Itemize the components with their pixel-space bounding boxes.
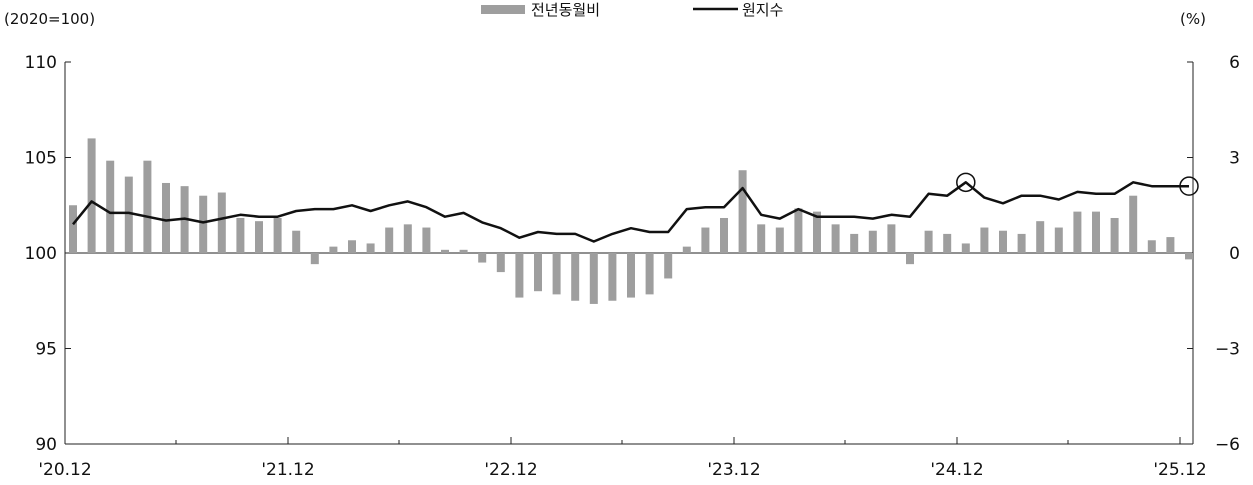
- left-tick-label: 100: [25, 244, 57, 264]
- bar: [87, 138, 96, 253]
- bar: [329, 246, 338, 253]
- bar: [608, 253, 617, 301]
- bar: [552, 253, 561, 295]
- line-series: [72, 181, 1189, 243]
- bar-series: [69, 138, 1193, 304]
- left-axis-ticks: 110 105 100 95 90: [25, 53, 71, 455]
- left-tick-label: 95: [35, 340, 57, 360]
- bar: [1110, 217, 1119, 253]
- bar: [1017, 233, 1026, 253]
- x-axis-ticks: '20.12 '21.12 '22.12 '23.12 '24.12 '25.12: [38, 437, 1207, 480]
- bar: [106, 160, 115, 253]
- bar: [961, 243, 970, 253]
- x-tick-label: '20.12: [38, 460, 91, 480]
- bar: [664, 253, 673, 279]
- bar: [124, 176, 133, 253]
- highlight-marker: [1179, 176, 1199, 196]
- bar: [1185, 253, 1193, 260]
- x-tick-label: '21.12: [261, 460, 314, 480]
- legend: 전년동월비 원지수: [481, 1, 783, 19]
- bar: [1092, 211, 1100, 253]
- left-tick-label: 110: [25, 53, 57, 73]
- bar: [831, 224, 840, 253]
- bar: [924, 230, 933, 253]
- bar: [441, 249, 449, 253]
- left-unit-label: (2020=100): [4, 10, 95, 28]
- highlight-marker: [956, 172, 976, 193]
- bar: [236, 217, 245, 253]
- bar: [775, 227, 784, 253]
- bar: [310, 253, 319, 265]
- bar: [143, 160, 152, 253]
- legend-bar-label: 전년동월비: [531, 1, 600, 19]
- bar: [69, 205, 77, 253]
- bar: [1166, 237, 1175, 253]
- bar: [999, 230, 1007, 253]
- bar: [1147, 240, 1156, 253]
- bar: [459, 249, 468, 253]
- bar: [757, 224, 766, 253]
- right-tick-label: −6: [1215, 435, 1240, 455]
- x-tick-label: '25.12: [1153, 460, 1206, 480]
- legend-line-label: 원지수: [742, 1, 783, 19]
- line-markers: [956, 172, 1199, 196]
- bar: [701, 227, 710, 253]
- index-line: [72, 181, 1189, 243]
- bar: [571, 253, 580, 301]
- right-unit-label: (%): [1180, 10, 1206, 28]
- bar: [403, 224, 412, 253]
- bar: [980, 227, 989, 253]
- bar: [515, 253, 524, 298]
- bar: [1036, 221, 1045, 253]
- right-tick-label: −3: [1215, 340, 1240, 360]
- bar: [794, 208, 803, 253]
- bar: [1054, 227, 1063, 253]
- bar: [887, 224, 896, 253]
- bar: [255, 221, 263, 253]
- bar: [682, 246, 691, 253]
- x-tick-label: '22.12: [484, 460, 537, 480]
- bar: [589, 253, 598, 304]
- right-axis-ticks: 6 3 0 −3 −6: [1187, 53, 1240, 455]
- bar: [868, 230, 877, 253]
- bar: [534, 253, 542, 292]
- bar: [1073, 211, 1082, 253]
- right-tick-label: 0: [1229, 244, 1240, 264]
- bar: [162, 182, 170, 253]
- bar: [1129, 195, 1138, 253]
- bar: [738, 170, 747, 253]
- left-tick-label: 105: [25, 149, 57, 169]
- bar: [627, 253, 635, 298]
- bar: [813, 211, 821, 253]
- bar: [217, 192, 226, 253]
- bar: [943, 233, 952, 253]
- bar: [273, 217, 282, 253]
- bar: [366, 243, 375, 253]
- bar: [496, 253, 505, 273]
- bar: [850, 233, 859, 253]
- x-tick-label: '23.12: [707, 460, 760, 480]
- bar: [645, 253, 654, 295]
- left-tick-label: 90: [35, 435, 57, 455]
- bar: [720, 217, 728, 253]
- bar: [422, 227, 431, 253]
- bar: [199, 195, 208, 253]
- bar: [478, 253, 487, 263]
- bar: [292, 230, 301, 253]
- bar: [348, 240, 356, 253]
- legend-bar-swatch: [481, 5, 525, 14]
- right-tick-label: 6: [1229, 53, 1240, 73]
- bar: [385, 227, 394, 253]
- x-tick-label: '24.12: [930, 460, 983, 480]
- bar: [906, 253, 914, 265]
- right-tick-label: 3: [1229, 149, 1240, 169]
